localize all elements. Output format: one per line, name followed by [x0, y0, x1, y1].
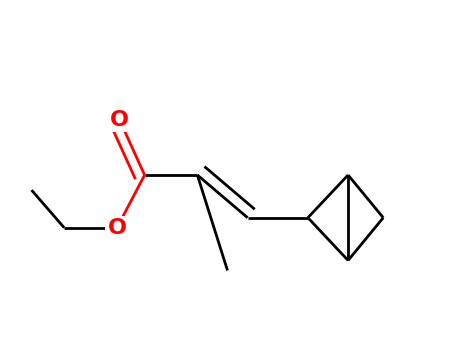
- Text: O: O: [107, 218, 126, 238]
- Text: O: O: [110, 110, 129, 130]
